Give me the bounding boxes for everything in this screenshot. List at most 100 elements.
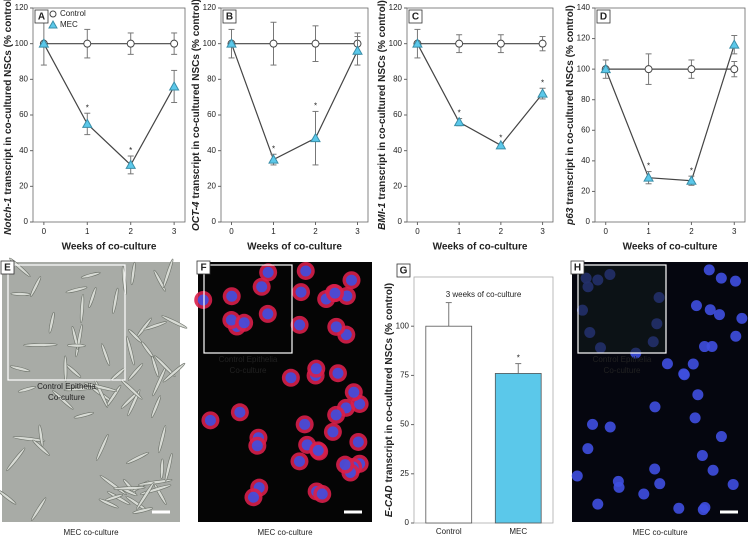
cell xyxy=(0,489,17,505)
nucleus xyxy=(736,312,748,324)
cell xyxy=(73,412,94,419)
y-tick-label: 0 xyxy=(586,217,591,226)
plot-frame xyxy=(406,7,554,223)
y-tick-label: 80 xyxy=(393,74,402,83)
panel-label-box xyxy=(196,260,211,275)
nucleus xyxy=(285,372,297,384)
y-tick-label: 20 xyxy=(393,181,402,190)
x-tick-label: 2 xyxy=(499,227,504,236)
cell xyxy=(80,272,101,279)
cell xyxy=(132,507,153,514)
nucleus xyxy=(703,264,715,276)
cell xyxy=(161,315,188,329)
significance-mark: * xyxy=(499,134,502,143)
image-caption: MEC co-culture xyxy=(632,528,688,537)
data-point xyxy=(352,45,363,55)
series-line xyxy=(605,44,735,182)
data-point xyxy=(81,118,93,128)
cell xyxy=(128,329,142,343)
data-point xyxy=(170,39,179,48)
y-tick-label: 0 xyxy=(212,217,217,226)
nucleus xyxy=(294,319,306,331)
cell xyxy=(83,382,118,392)
data-point xyxy=(728,39,740,49)
y-tick-label: 60 xyxy=(393,110,402,119)
cell xyxy=(138,479,173,486)
cell xyxy=(88,287,97,308)
inset-label: Co-culture xyxy=(230,366,267,375)
cell xyxy=(67,343,86,348)
data-point xyxy=(310,132,321,143)
bar xyxy=(494,373,542,524)
cell xyxy=(105,384,122,408)
y-axis-label: Notch-1 transcript in co-cultured NSCs (%… xyxy=(3,0,14,235)
x-tick-label: 1 xyxy=(457,227,462,236)
series-line xyxy=(230,43,359,161)
nucleus xyxy=(251,440,263,452)
nucleus xyxy=(262,308,274,320)
y-axis-label: p63 transcript in co-cultured NSCs (% con… xyxy=(565,5,576,226)
y-axis-label: BMI-1 transcript in co-cultured NSCs (% c… xyxy=(377,0,388,230)
nucleus xyxy=(571,470,583,482)
y-axis-label-text: transcript in co-cultured NSCs (% contro… xyxy=(377,0,388,199)
y-tick-label: 0 xyxy=(405,518,410,527)
cell xyxy=(126,336,135,366)
nucleus xyxy=(592,498,604,510)
cell xyxy=(154,355,176,377)
x-axis-label: Weeks of co-culture xyxy=(623,242,718,253)
inset-label: Control Epithelia xyxy=(219,355,278,364)
y-tick-label: 40 xyxy=(581,156,590,165)
y-tick-label: 40 xyxy=(19,146,28,155)
cell xyxy=(112,287,119,314)
y-tick-label: 50 xyxy=(400,420,409,429)
data-point xyxy=(643,172,654,182)
nucleus xyxy=(354,398,366,410)
nucleus xyxy=(226,290,238,302)
nucleus xyxy=(673,502,685,514)
nucleus xyxy=(299,418,311,430)
x-tick-label: 2 xyxy=(689,227,694,236)
x-tick-label: 3 xyxy=(355,227,360,236)
significance-mark: * xyxy=(458,109,461,118)
nucleus xyxy=(330,321,342,333)
panel-label: B xyxy=(226,12,233,23)
cell xyxy=(30,276,42,297)
nucleus xyxy=(713,309,725,321)
y-axis-label-text: transcript in co-cultured NSCs (% contro… xyxy=(384,283,395,482)
data-point xyxy=(125,159,137,169)
data-point xyxy=(38,38,50,48)
y-axis-label: E-CAD transcript in co-cultured NSCs (% c… xyxy=(384,283,395,517)
x-tick-label: 3 xyxy=(540,227,545,236)
nucleus xyxy=(339,459,351,471)
nucleus xyxy=(346,274,358,286)
y-tick-label: 100 xyxy=(577,64,591,73)
data-point xyxy=(268,154,279,164)
nucleus xyxy=(690,300,702,312)
data-point xyxy=(168,80,180,91)
cell xyxy=(10,292,31,296)
cell xyxy=(38,424,44,447)
data-point xyxy=(453,116,465,127)
y-tick-label: 100 xyxy=(396,321,410,330)
cell xyxy=(153,269,166,292)
y-tick-label: 20 xyxy=(581,187,590,196)
cell xyxy=(162,362,186,383)
nucleus xyxy=(300,265,312,277)
cell xyxy=(126,452,150,464)
data-point xyxy=(537,88,548,98)
data-point xyxy=(269,39,278,48)
y-tick-label: 60 xyxy=(207,110,216,119)
y-axis-label-gene: E-CAD xyxy=(384,485,395,517)
inset-label: Co-culture xyxy=(604,366,641,375)
significance-mark: * xyxy=(690,166,693,175)
x-axis-label: Weeks of co-culture xyxy=(62,242,157,253)
y-tick-label: 120 xyxy=(15,3,29,12)
y-tick-label: 100 xyxy=(15,39,29,48)
data-point xyxy=(412,38,423,48)
cell xyxy=(127,363,144,381)
cell xyxy=(143,321,167,331)
panel-label-box xyxy=(570,260,585,275)
legend-label: Control xyxy=(60,9,86,18)
nucleus xyxy=(715,431,727,443)
nucleus xyxy=(262,266,274,278)
